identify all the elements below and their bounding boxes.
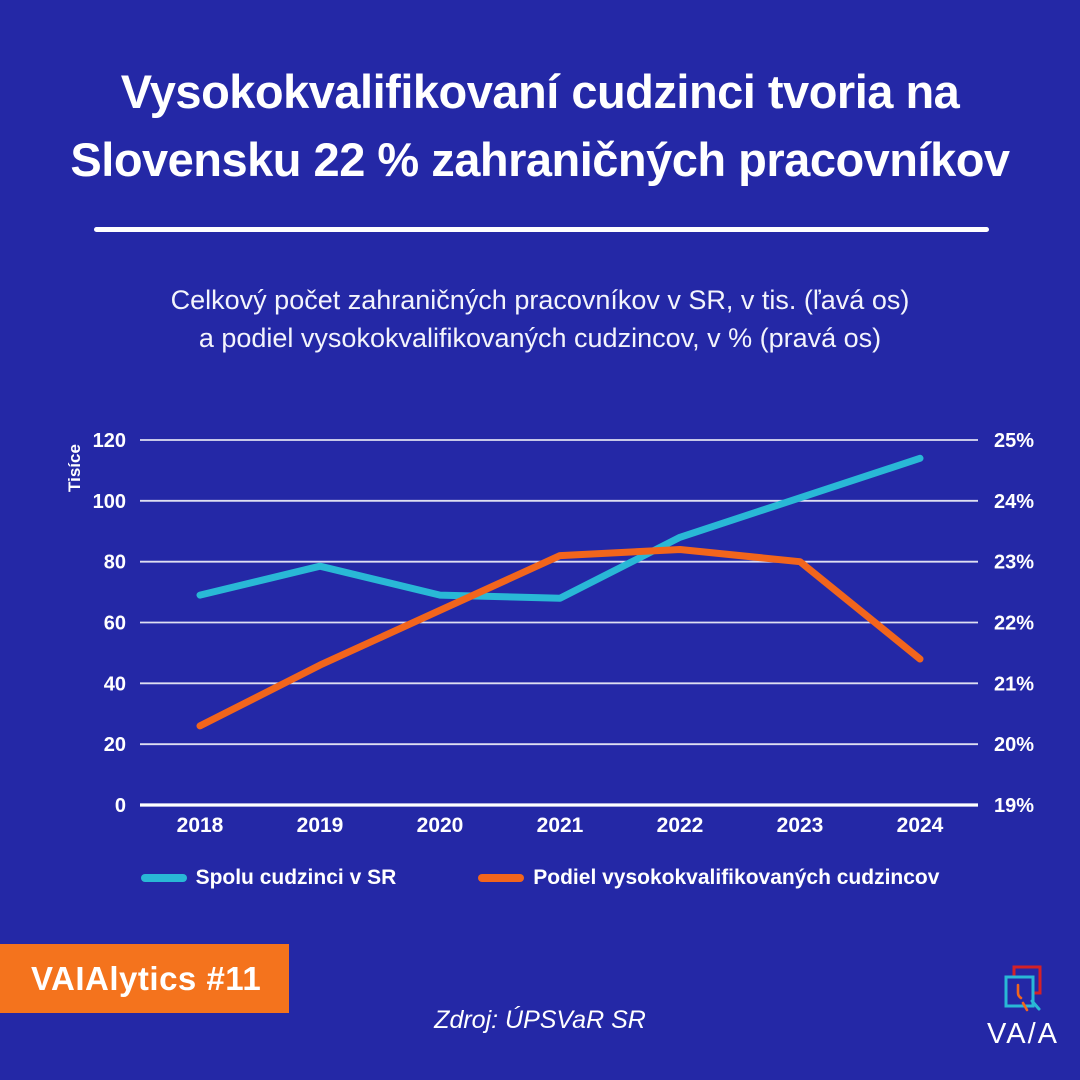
y-right-tick-label: 23% xyxy=(994,552,1034,574)
y-right-tick-label: 25% xyxy=(994,430,1034,452)
series-line-left xyxy=(196,454,924,602)
y-right-tick-label: 22% xyxy=(994,613,1034,635)
y-right-tick-label: 21% xyxy=(994,673,1034,695)
page-title-line2: Slovensku 22 % zahraničných pracovníkov xyxy=(70,133,1010,186)
legend-item-spolu-cudzinci: Spolu cudzinci v SR xyxy=(140,866,397,890)
legend-swatch-orange xyxy=(478,874,525,882)
y-left-tick-label: 0 xyxy=(115,795,126,817)
y-left-tick-label: 60 xyxy=(104,613,126,635)
x-tick-label: 2020 xyxy=(417,814,464,837)
legend-swatch-cyan xyxy=(140,874,187,882)
vaia-logo-wordmark: VA/A xyxy=(987,1018,1059,1050)
series-line-right xyxy=(196,546,924,730)
x-tick-label: 2021 xyxy=(537,814,584,837)
y-left-tick-label: 20 xyxy=(104,734,126,756)
logo-cyan-tail xyxy=(1030,999,1041,1011)
chart-subtitle-line2: a podiel vysokokvalifikovaných cudzincov… xyxy=(198,323,882,353)
vaia-logo-icon xyxy=(1004,965,1042,1012)
logo-cyan-square xyxy=(1004,975,1035,1008)
page-title-line1: Vysokokvalifikovaní cudzinci tvoria na xyxy=(120,65,960,118)
vaia-logo: VA/A xyxy=(968,964,1078,1051)
y-left-tick-label: 80 xyxy=(104,552,126,574)
series-badge: VAIAlytics #11 xyxy=(0,944,289,1013)
chart-subtitle-line1: Celkový počet zahraničných pracovníkov v… xyxy=(170,285,910,315)
legend-item-podiel: Podiel vysokokvalifikovaných cudzincov xyxy=(478,866,939,890)
x-tick-label: 2023 xyxy=(777,814,824,837)
chart-subtitle: Celkový počet zahraničných pracovníkov v… xyxy=(0,281,1080,357)
logo-orange-hook xyxy=(1016,983,1023,1000)
y-left-tick-label: 100 xyxy=(93,491,126,513)
legend-label: Spolu cudzinci v SR xyxy=(195,866,397,889)
x-tick-label: 2024 xyxy=(897,814,944,837)
y-right-tick-label: 19% xyxy=(994,795,1034,817)
y-left-axis-title: Tisíce xyxy=(65,444,84,492)
x-tick-label: 2018 xyxy=(177,814,224,837)
y-left-tick-label: 120 xyxy=(93,430,126,452)
y-right-tick-label: 24% xyxy=(994,491,1034,513)
logo-orange-tail xyxy=(1021,1001,1029,1012)
legend-label: Podiel vysokokvalifikovaných cudzincov xyxy=(533,866,940,889)
chart-legend: Spolu cudzinci v SR Podiel vysokokvalifi… xyxy=(0,866,1080,890)
x-tick-label: 2022 xyxy=(657,814,704,837)
title-divider xyxy=(94,227,989,232)
y-left-tick-label: 40 xyxy=(104,673,126,695)
y-right-tick-label: 20% xyxy=(994,734,1034,756)
page-title: Vysokokvalifikovaní cudzinci tvoria na S… xyxy=(0,58,1080,194)
x-tick-label: 2019 xyxy=(297,814,344,837)
source-note: Zdroj: ÚPSVaR SR xyxy=(434,1006,646,1034)
